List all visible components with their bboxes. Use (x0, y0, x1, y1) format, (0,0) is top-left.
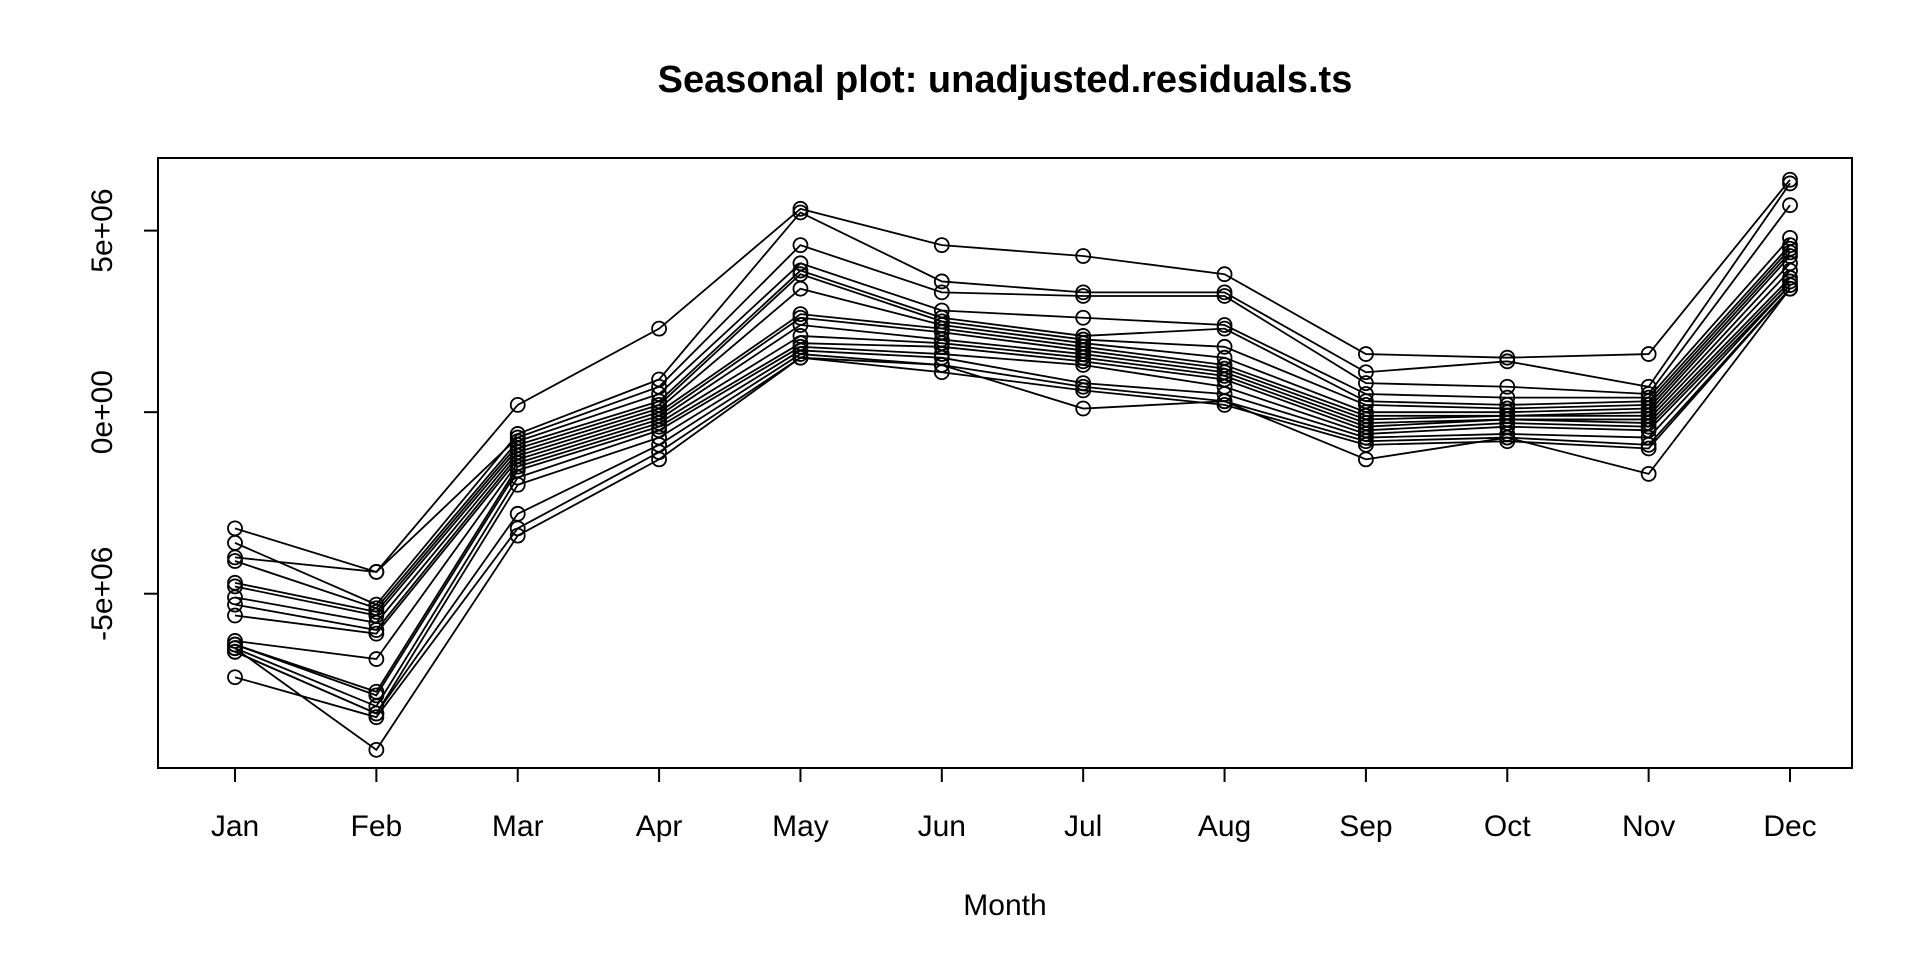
chart-title: Seasonal plot: unadjusted.residuals.ts (658, 59, 1353, 101)
data-point (509, 527, 526, 544)
data-point (933, 273, 950, 290)
data-point (1358, 451, 1374, 468)
series-line (234, 237, 1791, 610)
data-point (227, 607, 243, 624)
data-point (1499, 378, 1516, 395)
series-line (234, 288, 1791, 715)
data-point (1782, 280, 1798, 297)
x-tick-label: Sep (1339, 810, 1392, 843)
data-point (1216, 393, 1233, 410)
data-point (1216, 338, 1233, 355)
series-line (234, 179, 1791, 573)
x-tick-label: Apr (636, 810, 683, 843)
data-point (792, 237, 809, 254)
x-tick-label: Aug (1198, 810, 1251, 843)
data-point (368, 564, 385, 580)
data-point (1358, 346, 1374, 362)
series-line (234, 284, 1791, 715)
data-point (933, 237, 950, 254)
data-point (792, 204, 809, 221)
data-point (227, 669, 243, 686)
data-point (792, 280, 809, 297)
x-tick-label: Dec (1763, 810, 1816, 843)
data-point (1640, 346, 1657, 362)
data-point (509, 476, 526, 493)
x-tick-label: Jun (918, 810, 966, 843)
data-point (1216, 288, 1233, 304)
data-point (1075, 288, 1092, 304)
y-tick-label: 5e+06 (86, 188, 119, 272)
data-point (1358, 375, 1374, 392)
data-point (509, 397, 526, 413)
data-point (1358, 364, 1374, 381)
y-axis: -5e+06 0e+00 5e+06 (86, 188, 159, 641)
series-line (234, 280, 1791, 697)
x-axis: Jan Feb Mar Apr May Jun Jul Aug Sep Oct Nov Dec (211, 767, 1817, 843)
data-point (792, 317, 809, 333)
y-tick-label: 0e+00 (86, 370, 119, 454)
data-point (227, 589, 243, 606)
series-line (234, 284, 1791, 708)
data-point (227, 596, 243, 613)
y-tick-label: -5e+06 (86, 547, 119, 641)
data-point (368, 741, 385, 758)
series-line (234, 182, 1791, 606)
data-point (933, 284, 950, 301)
data-point (1075, 400, 1092, 417)
data-point (368, 625, 385, 642)
data-point (933, 357, 950, 373)
series-line (234, 288, 1791, 719)
data-point (1640, 465, 1657, 482)
data-point (368, 709, 385, 726)
series-line (234, 262, 1791, 635)
x-tick-label: May (772, 810, 829, 843)
data-point (1075, 357, 1092, 373)
series-layer (227, 171, 1798, 758)
data-point (227, 553, 243, 569)
data-point (368, 651, 385, 667)
series-line (234, 277, 1791, 693)
data-point (651, 320, 667, 337)
data-point (1640, 440, 1657, 457)
data-point (1782, 175, 1798, 192)
data-point (1499, 353, 1516, 370)
x-axis-label: Month (963, 889, 1046, 922)
x-tick-label: Oct (1484, 810, 1531, 843)
series-line (234, 204, 1791, 573)
x-tick-label: Nov (1622, 810, 1675, 843)
series-line (234, 288, 1791, 752)
series-line (234, 251, 1791, 624)
series-line (234, 269, 1791, 661)
x-tick-label: Jul (1064, 810, 1102, 843)
x-tick-label: Feb (351, 810, 403, 843)
data-point (1216, 266, 1233, 283)
series-line (234, 248, 1791, 617)
x-tick-label: Jan (211, 810, 259, 843)
data-point (792, 349, 809, 366)
data-point (1075, 382, 1092, 399)
data-point (227, 640, 243, 657)
data-point (651, 451, 667, 468)
data-point (1075, 248, 1092, 264)
x-tick-label: Mar (492, 810, 544, 843)
data-point (1075, 309, 1092, 326)
data-point (1216, 320, 1233, 337)
data-point (227, 578, 243, 595)
series-line (234, 244, 1791, 613)
data-point (1782, 197, 1798, 214)
data-point (1499, 429, 1516, 446)
